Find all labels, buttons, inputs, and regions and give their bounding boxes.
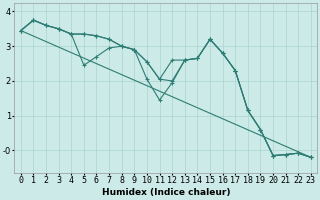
X-axis label: Humidex (Indice chaleur): Humidex (Indice chaleur) xyxy=(102,188,230,197)
